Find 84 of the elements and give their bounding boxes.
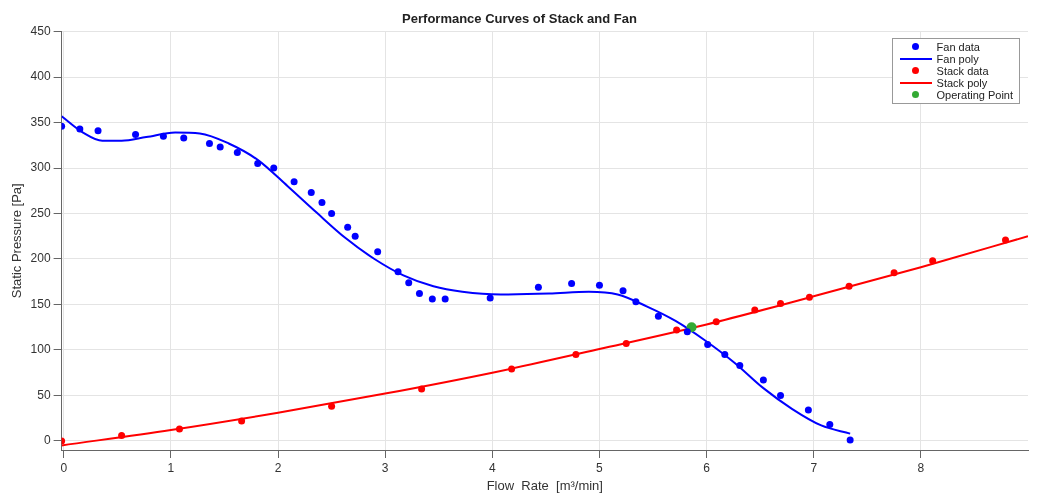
point xyxy=(238,417,246,425)
y-tick-label: 100 xyxy=(30,342,51,357)
y-tick-label: 450 xyxy=(30,23,51,38)
line-series xyxy=(61,235,1028,447)
point xyxy=(216,143,224,151)
y-tick-label: 250 xyxy=(30,205,51,220)
point xyxy=(683,328,691,336)
point xyxy=(415,290,423,298)
y-tick-label: 300 xyxy=(30,160,51,175)
point xyxy=(76,125,84,133)
point xyxy=(759,376,767,384)
point xyxy=(351,232,359,240)
point xyxy=(233,149,241,157)
y-tick-label: 200 xyxy=(30,251,51,266)
point xyxy=(804,406,812,414)
point xyxy=(826,421,834,429)
point xyxy=(595,281,603,289)
point xyxy=(777,391,785,399)
point xyxy=(704,340,712,348)
y-tick-label: 150 xyxy=(30,296,51,311)
point xyxy=(654,312,662,320)
line-series xyxy=(61,115,852,435)
point xyxy=(805,293,813,301)
point xyxy=(568,280,576,288)
point xyxy=(254,159,262,167)
point xyxy=(736,361,744,369)
point xyxy=(890,269,898,277)
point xyxy=(307,189,315,197)
y-tick-label: 350 xyxy=(30,114,51,129)
point xyxy=(405,279,413,287)
point xyxy=(572,351,580,358)
point xyxy=(721,351,729,358)
y-tick-label: 400 xyxy=(30,69,51,84)
x-tick-label: 6 xyxy=(703,460,711,475)
x-tick-label: 8 xyxy=(917,460,925,475)
legend-label: Stack data xyxy=(936,64,989,77)
x-tick-label: 7 xyxy=(810,460,818,475)
point xyxy=(374,248,382,256)
point xyxy=(534,283,542,291)
point xyxy=(344,223,352,231)
point xyxy=(159,132,167,140)
point xyxy=(751,306,759,314)
point xyxy=(180,134,188,142)
legend-label: Fan poly xyxy=(936,52,979,65)
point xyxy=(441,295,449,303)
point xyxy=(318,199,326,207)
point xyxy=(132,130,140,138)
x-tick-label: 5 xyxy=(596,460,604,475)
x-tick-label: 4 xyxy=(488,460,496,475)
point xyxy=(394,268,402,276)
x-tick-label: 2 xyxy=(274,460,282,475)
x-tick-label: 0 xyxy=(60,460,68,475)
point xyxy=(175,425,183,433)
point xyxy=(328,402,336,410)
point xyxy=(619,287,627,295)
x-tick-label: 3 xyxy=(381,460,389,475)
x-tick-label: 1 xyxy=(167,460,175,475)
point xyxy=(632,298,640,306)
point xyxy=(712,318,720,326)
point xyxy=(1002,236,1009,244)
point xyxy=(118,431,126,439)
x-axis-title: Flow Rate [m³/min] xyxy=(486,477,603,493)
y-tick-label: 0 xyxy=(43,433,51,448)
point xyxy=(777,300,785,308)
point xyxy=(418,385,426,393)
point xyxy=(270,164,278,172)
y-axis-title: Static Pressure [Pa] xyxy=(9,183,25,299)
chart-title: Performance Curves of Stack and Fan xyxy=(402,11,637,27)
legend-label: Stack poly xyxy=(936,76,988,89)
legend-label: Operating Point xyxy=(936,88,1013,101)
point xyxy=(486,294,494,302)
point xyxy=(290,178,298,186)
point xyxy=(508,365,516,373)
point xyxy=(929,257,937,265)
point xyxy=(673,326,681,334)
point xyxy=(328,210,336,218)
point xyxy=(94,127,102,135)
legend-label: Fan data xyxy=(936,40,980,53)
point xyxy=(845,282,853,290)
point xyxy=(428,295,436,303)
point xyxy=(846,436,854,444)
point xyxy=(205,139,213,147)
y-tick-label: 50 xyxy=(37,387,51,402)
point xyxy=(622,340,630,348)
